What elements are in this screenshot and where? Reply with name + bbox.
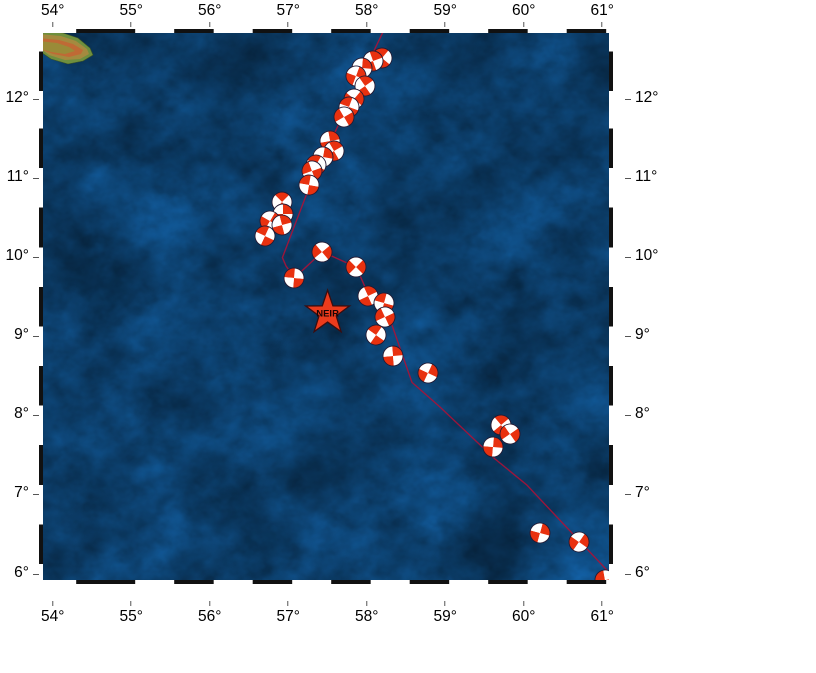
- svg-text:NEIR: NEIR: [316, 309, 339, 320]
